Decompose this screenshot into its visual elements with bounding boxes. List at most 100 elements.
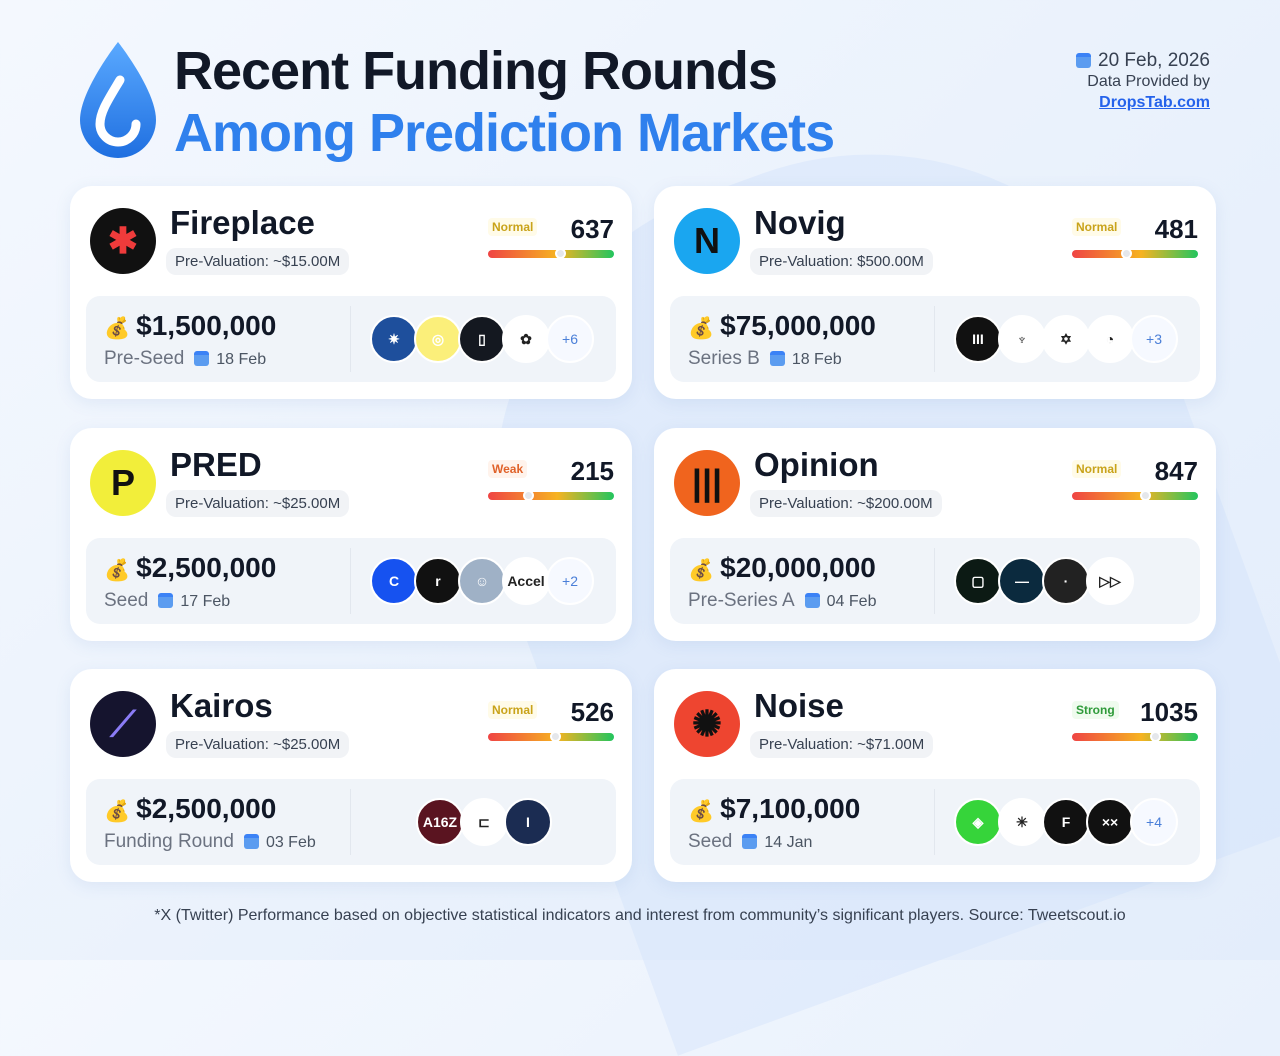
- investor-logo[interactable]: ◔: [1086, 315, 1134, 363]
- funding-amount: $1,500,000: [136, 310, 277, 341]
- investor-list: ✷ ◎ ▯ ✿ +6: [370, 315, 594, 363]
- pre-valuation-badge: Pre-Valuation: ~$25.00M: [166, 731, 350, 758]
- score-label: Normal: [488, 218, 538, 236]
- dropstab-link[interactable]: DropsTab.com: [1099, 94, 1210, 111]
- score-label: Normal: [1072, 460, 1122, 478]
- investor-logo[interactable]: ▢: [954, 557, 1002, 605]
- investor-logo[interactable]: ▯: [458, 315, 506, 363]
- money-bag-icon: 💰: [104, 559, 131, 582]
- pre-valuation-badge: Pre-Valuation: $500.00M: [750, 248, 933, 275]
- score-label: Normal: [1072, 218, 1122, 236]
- funding-amount: $2,500,000: [136, 552, 277, 583]
- money-bag-icon: 💰: [688, 800, 715, 823]
- header-meta: 20 Feb, 2026 Data Provided by DropsTab.c…: [1076, 50, 1210, 113]
- footnote: *X (Twitter) Performance based on object…: [154, 907, 1126, 924]
- investor-logo[interactable]: —: [998, 557, 1046, 605]
- score-marker: [549, 731, 561, 742]
- investor-logo[interactable]: ⊏: [460, 798, 508, 846]
- project-name: Noise: [754, 687, 844, 724]
- funding-amount: $20,000,000: [720, 552, 876, 583]
- project-name: Opinion: [754, 446, 879, 483]
- investor-logo[interactable]: ✳: [998, 798, 1046, 846]
- investor-logo[interactable]: Accel: [502, 557, 550, 605]
- investor-logo[interactable]: ✿: [502, 315, 550, 363]
- more-investors-button[interactable]: +6: [546, 315, 594, 363]
- investor-logo[interactable]: ☺: [458, 557, 506, 605]
- divider: [934, 789, 935, 855]
- round-date: 04 Feb: [826, 593, 877, 610]
- money-bag-icon: 💰: [688, 559, 715, 582]
- calendar-icon: [158, 593, 174, 608]
- score-bar: [1072, 248, 1198, 259]
- score-value: 215: [570, 456, 614, 486]
- score-bar: [488, 490, 614, 501]
- investor-logo[interactable]: ◈: [954, 798, 1002, 846]
- score-marker: [554, 248, 566, 259]
- calendar-icon: [1076, 53, 1092, 68]
- more-investors-button[interactable]: +3: [1130, 315, 1178, 363]
- title-line-2: Among Prediction Markets: [174, 103, 835, 163]
- investor-logo[interactable]: F: [1042, 798, 1090, 846]
- more-investors-button[interactable]: +4: [1130, 798, 1178, 846]
- score-label: Weak: [488, 460, 528, 478]
- investor-logo[interactable]: ▷▷: [1086, 557, 1134, 605]
- funding-panel: 💰 $75,000,000 Series B 18 Feb III ♆ ✡ ◔ +3: [670, 296, 1200, 382]
- pre-valuation-badge: Pre-Valuation: ~$71.00M: [750, 731, 934, 758]
- funding-card-fireplace[interactable]: ✱ Fireplace Pre-Valuation: ~$15.00M Norm…: [70, 186, 632, 399]
- provided-by: Data Provided by: [1087, 73, 1210, 90]
- funding-card-pred[interactable]: P PRED Pre-Valuation: ~$25.00M Weak 215 …: [70, 428, 632, 641]
- project-logo: P: [90, 450, 156, 516]
- round-date: 03 Feb: [265, 834, 316, 851]
- investor-logo[interactable]: C: [370, 557, 418, 605]
- investor-logo[interactable]: ✷: [370, 315, 418, 363]
- pre-valuation-badge: Pre-Valuation: ~$25.00M: [166, 490, 350, 517]
- calendar-icon: [769, 351, 785, 366]
- funding-card-opinion[interactable]: ||| Opinion Pre-Valuation: ~$200.00M Nor…: [654, 428, 1216, 641]
- project-name: Novig: [754, 204, 846, 241]
- investor-logo[interactable]: ◎: [414, 315, 462, 363]
- investor-logo[interactable]: ·: [1042, 557, 1090, 605]
- funding-card-kairos[interactable]: ⟋ Kairos Pre-Valuation: ~$25.00M Normal …: [70, 669, 632, 882]
- round-type: Seed: [104, 590, 149, 611]
- score-marker: [1150, 731, 1162, 742]
- investor-logo[interactable]: ♆: [998, 315, 1046, 363]
- project-logo: N: [674, 208, 740, 274]
- investor-logo[interactable]: A16Z: [416, 798, 464, 846]
- score-bar: [488, 248, 614, 259]
- round-date: 18 Feb: [791, 351, 842, 368]
- report-date: 20 Feb, 2026: [1098, 50, 1210, 71]
- investor-list: ◈ ✳ F ×× +4: [954, 798, 1178, 846]
- funding-card-novig[interactable]: N Novig Pre-Valuation: $500.00M Normal 4…: [654, 186, 1216, 399]
- score-value: 847: [1154, 456, 1198, 486]
- investor-logo[interactable]: ××: [1086, 798, 1134, 846]
- project-name: Fireplace: [170, 204, 315, 241]
- pre-valuation-badge: Pre-Valuation: ~$15.00M: [166, 248, 350, 275]
- round-type: Series B: [688, 348, 760, 369]
- pre-valuation-badge: Pre-Valuation: ~$200.00M: [750, 490, 942, 517]
- round-type: Funding Round: [104, 831, 234, 852]
- money-bag-icon: 💰: [688, 317, 715, 340]
- investor-logo[interactable]: ✡: [1042, 315, 1090, 363]
- score-label: Strong: [1072, 701, 1119, 719]
- project-logo: ⟋: [90, 691, 156, 757]
- score-value: 1035: [1140, 697, 1198, 727]
- project-logo: ✱: [90, 208, 156, 274]
- money-bag-icon: 💰: [104, 317, 131, 340]
- investor-logo[interactable]: r: [414, 557, 462, 605]
- divider: [350, 789, 351, 855]
- funding-panel: 💰 $20,000,000 Pre-Series A 04 Feb ▢ — · ▷▷: [670, 538, 1200, 624]
- investor-logo[interactable]: III: [954, 315, 1002, 363]
- more-investors-button[interactable]: +2: [546, 557, 594, 605]
- funding-card-noise[interactable]: ✺ Noise Pre-Valuation: ~$71.00M Strong 1…: [654, 669, 1216, 882]
- title-line-1: Recent Funding Rounds: [174, 41, 778, 101]
- funding-amount: $75,000,000: [720, 310, 876, 341]
- project-name: PRED: [170, 446, 262, 483]
- calendar-icon: [804, 593, 820, 608]
- calendar-icon: [243, 834, 259, 849]
- investor-logo[interactable]: I: [504, 798, 552, 846]
- calendar-icon: [194, 351, 210, 366]
- round-type: Pre-Seed: [104, 348, 185, 369]
- funding-panel: 💰 $7,100,000 Seed 14 Jan ◈ ✳ F ×× +4: [670, 779, 1200, 865]
